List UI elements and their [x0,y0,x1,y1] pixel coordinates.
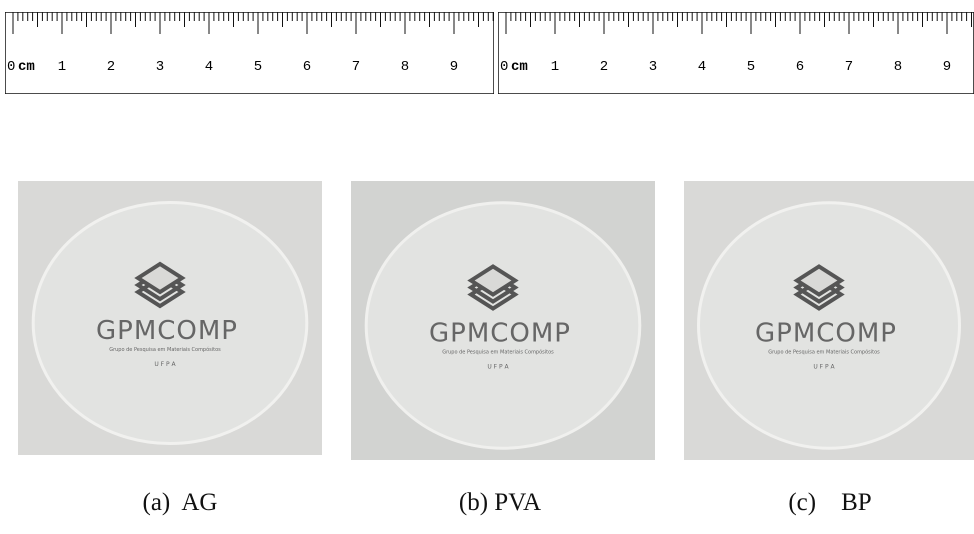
logo-subtitle: Grupo de Pesquisa em Materiais Compósito… [109,346,221,353]
ruler-number: 8 [894,59,902,75]
ruler-number: 9 [943,59,951,75]
ruler-number: 4 [698,59,706,75]
ruler-number: 4 [205,59,213,75]
ruler-number: 2 [600,59,608,75]
logo-subtitle: Grupo de Pesquisa em Materiais Compósito… [768,349,880,356]
ruler-body [5,12,494,94]
ruler-unit: cm [511,59,528,75]
ruler-number: 3 [649,59,657,75]
ruler-number: 3 [156,59,164,75]
caption: (c) BP [788,489,871,516]
ruler-number: 5 [747,59,755,75]
logo-text: GPMCOMP [755,319,897,349]
caption: (a) AG [143,489,218,516]
ruler-number: 6 [796,59,804,75]
ruler-number: 1 [58,59,66,75]
ruler-number: 7 [845,59,853,75]
logo-footer: U F P A [813,364,835,371]
logo-footer: U F P A [154,361,176,368]
figure: 0cm1234567890cm123456789GPMCOMPGrupo de … [0,0,974,534]
logo-footer: U F P A [487,364,509,371]
ruler-number: 2 [107,59,115,75]
ruler-number: 1 [551,59,559,75]
ruler-number: 7 [352,59,360,75]
ruler-unit: cm [18,59,35,75]
ruler-zero: 0 [500,59,508,75]
logo-subtitle: Grupo de Pesquisa em Materiais Compósito… [442,349,554,356]
ruler-number: 9 [450,59,458,75]
ruler-zero: 0 [7,59,15,75]
logo-text: GPMCOMP [429,319,571,349]
ruler-number: 8 [401,59,409,75]
ruler-number: 6 [303,59,311,75]
ruler-body [498,12,974,94]
caption: (b) PVA [459,489,541,516]
ruler-number: 5 [254,59,262,75]
logo-text: GPMCOMP [96,316,238,346]
